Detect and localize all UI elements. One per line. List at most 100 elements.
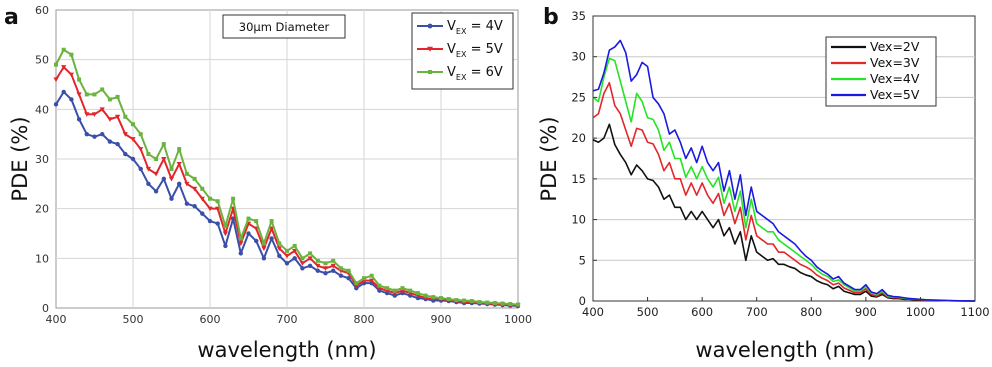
legend-label: VEX = 5V — [447, 42, 503, 59]
x-tick-label: 400 — [582, 305, 604, 319]
data-point — [53, 77, 59, 83]
data-point — [415, 291, 420, 296]
data-point — [431, 295, 436, 300]
data-point — [246, 216, 251, 221]
data-point — [61, 47, 66, 52]
y-tick-label: 10 — [571, 213, 586, 227]
data-point — [277, 241, 282, 246]
data-point — [254, 219, 259, 224]
data-point — [276, 246, 282, 251]
data-point — [261, 246, 267, 251]
data-point — [261, 241, 266, 246]
y-tick-label: 0 — [579, 294, 586, 308]
legend-label: VEX = 4V — [447, 19, 503, 36]
data-point — [145, 166, 151, 172]
legend-frame-a — [411, 12, 514, 90]
data-point — [238, 241, 244, 247]
data-point — [100, 87, 105, 92]
data-point — [338, 273, 344, 278]
data-point — [107, 97, 112, 102]
data-point — [184, 181, 190, 187]
data-point — [292, 256, 297, 261]
data-point — [385, 286, 390, 291]
legend-marker — [427, 46, 433, 52]
data-point — [322, 266, 329, 271]
data-point — [231, 196, 236, 201]
x-tick-label: 900 — [431, 313, 452, 326]
y-tick-label: 5 — [579, 253, 586, 267]
data-point — [269, 236, 274, 241]
x-tick-label: 1000 — [504, 313, 532, 326]
x-tick-label: 800 — [800, 305, 822, 319]
legend-a: VEX = 4V VEX = 5V VEX = 6V — [411, 12, 514, 90]
legend-label: Vex=2V — [870, 39, 920, 54]
data-point — [323, 261, 328, 266]
x-tick-label: 600 — [200, 313, 221, 326]
data-point — [292, 248, 298, 254]
data-point — [238, 251, 243, 256]
annotation-box-a: 30µm Diameter — [222, 14, 346, 39]
data-point — [146, 152, 151, 157]
data-point — [161, 176, 166, 182]
legend-label: VEX = 6V — [447, 65, 503, 82]
chart-a: a 400 500 600 700 800 900 1000 0 10 20 30 40 50 60 30… — [4, 4, 532, 362]
data-point — [192, 203, 197, 209]
data-point — [469, 299, 474, 304]
data-point — [122, 132, 128, 137]
data-point — [446, 297, 451, 302]
data-point — [408, 288, 413, 293]
data-point — [92, 92, 97, 97]
data-point — [115, 114, 121, 120]
data-point — [369, 278, 375, 284]
data-point — [462, 298, 467, 303]
y-tick-label: 40 — [35, 103, 49, 116]
series-group-a — [53, 47, 521, 309]
data-point — [215, 221, 220, 226]
data-point — [53, 102, 59, 107]
data-point — [254, 238, 259, 244]
data-point — [485, 300, 490, 305]
data-point — [492, 301, 497, 306]
data-point — [77, 77, 82, 82]
legend-marker — [428, 70, 432, 74]
data-point — [261, 256, 267, 261]
data-point — [331, 258, 336, 263]
y-tick-label: 25 — [571, 90, 586, 104]
data-point — [308, 251, 313, 256]
data-point — [285, 248, 289, 253]
gridlines-a — [56, 10, 518, 308]
data-point — [115, 141, 120, 147]
legend-label: Vex=4V — [870, 71, 920, 86]
data-point — [269, 219, 274, 224]
data-point — [331, 268, 336, 273]
x-axis-label-a: wavelength (nm) — [197, 338, 376, 362]
data-point — [454, 298, 459, 303]
annotation-text-a: 30µm Diameter — [239, 20, 330, 34]
data-point — [323, 271, 328, 276]
data-point — [91, 112, 98, 117]
data-point — [123, 151, 128, 157]
data-point — [307, 263, 313, 268]
x-tick-label: 600 — [691, 305, 713, 319]
data-point — [277, 253, 282, 259]
data-point — [508, 302, 513, 307]
series-line — [592, 39, 976, 302]
data-point — [315, 258, 320, 263]
data-point — [377, 283, 382, 288]
data-point — [192, 186, 198, 192]
x-tick-label: 500 — [637, 305, 659, 319]
y-tick-label: 20 — [571, 131, 586, 145]
y-tick-label: 10 — [35, 252, 49, 265]
ticks-a: 400 500 600 700 800 900 1000 0 10 20 30 40 50 60 — [35, 4, 532, 326]
ticks-b: 400 500 600 700 800 900 1000 1100 0 5 10 15 20 25 30 35 — [571, 9, 989, 319]
data-point — [330, 263, 336, 269]
data-point — [115, 94, 120, 99]
data-point — [138, 166, 143, 172]
data-point — [130, 156, 136, 162]
data-point — [246, 231, 251, 236]
data-point — [184, 171, 189, 176]
y-axis-label-b: PDE (%) — [537, 116, 561, 201]
y-tick-label: 50 — [35, 54, 49, 67]
data-point — [84, 92, 89, 97]
x-tick-label: 1100 — [960, 305, 989, 319]
